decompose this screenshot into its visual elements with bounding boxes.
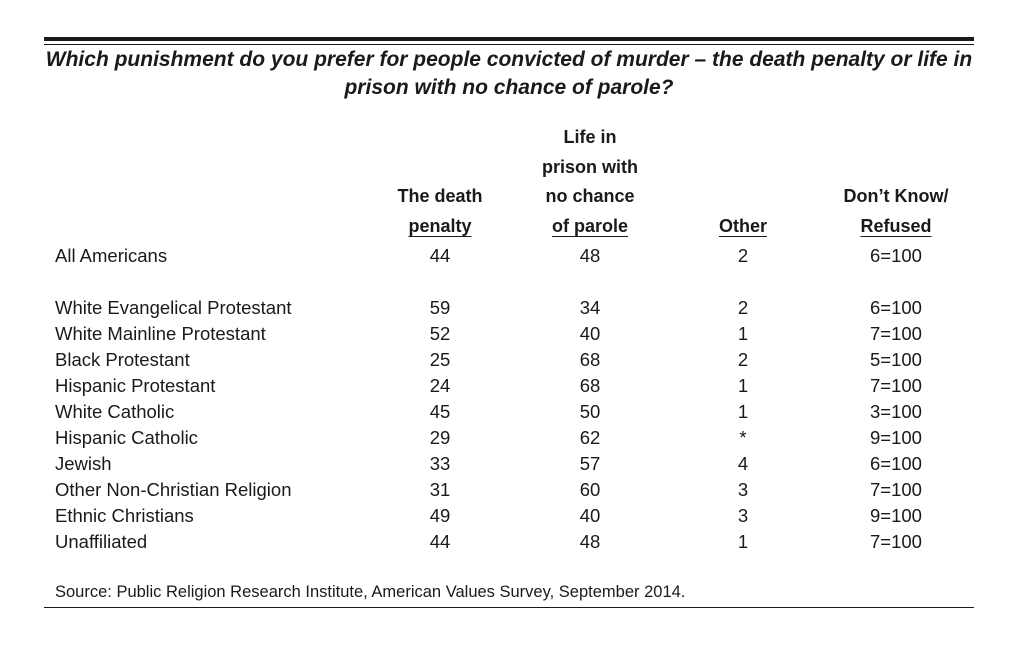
row-label: Hispanic Protestant — [55, 375, 216, 396]
cell-value: 1 — [737, 375, 749, 396]
cell-value: 6=100 — [870, 297, 922, 318]
top-rule-thick — [44, 37, 974, 41]
row-label: All Americans — [55, 245, 168, 266]
cell-value: 2 — [737, 297, 749, 318]
table-row: White Catholic 45 50 1 3=100 — [0, 399, 1024, 425]
cell-value: 29 — [429, 427, 451, 448]
table-title: Which punishment do you prefer for peopl… — [45, 48, 973, 99]
cell-value: 25 — [429, 349, 451, 370]
column-header-line: Refused — [816, 212, 976, 242]
cell-value: 6=100 — [870, 245, 922, 266]
column-header-2: Life in prison with no chance of parole — [515, 123, 665, 241]
cell-value: 50 — [579, 401, 601, 422]
cell-value: 45 — [429, 401, 451, 422]
table-row: Jewish 33 57 4 6=100 — [0, 451, 1024, 477]
top-rule-thin — [44, 44, 974, 45]
cell-value: 7=100 — [870, 531, 922, 552]
column-header-underlined: Other — [718, 215, 767, 236]
cell-value: 6=100 — [870, 453, 922, 474]
cell-value: 3 — [737, 505, 749, 526]
column-header-1: The death penalty — [360, 182, 520, 241]
cell-value: 5=100 — [870, 349, 922, 370]
cell-value: 62 — [579, 427, 601, 448]
source-note: Source: Public Religion Research Institu… — [55, 583, 686, 601]
cell-value: 24 — [429, 375, 451, 396]
table-row: Black Protestant 25 68 2 5=100 — [0, 347, 1024, 373]
column-header-line: The death — [397, 186, 483, 206]
cell-value: 3 — [737, 479, 749, 500]
cell-value: 9=100 — [870, 505, 922, 526]
column-header-underlined: Refused — [860, 215, 932, 236]
column-header-line: Don’t Know/ — [843, 186, 949, 206]
column-header-line: of parole — [515, 212, 665, 242]
row-label: Hispanic Catholic — [55, 427, 198, 448]
table-row: White Evangelical Protestant 59 34 2 6=100 — [0, 295, 1024, 321]
column-header-3: Other — [683, 212, 803, 242]
cell-value: 68 — [579, 349, 601, 370]
cell-value: 1 — [737, 323, 749, 344]
bottom-rule — [44, 607, 974, 608]
cell-value: 9=100 — [870, 427, 922, 448]
cell-value: 1 — [737, 401, 749, 422]
cell-value: 31 — [429, 479, 451, 500]
row-label: White Evangelical Protestant — [55, 297, 292, 318]
column-header-line: Life in — [563, 127, 617, 147]
table-row: Unaffiliated 44 48 1 7=100 — [0, 529, 1024, 555]
cell-value: 44 — [429, 245, 451, 266]
row-label: Ethnic Christians — [55, 505, 194, 526]
column-header-line: Other — [683, 212, 803, 242]
cell-value: 34 — [579, 297, 601, 318]
column-header-line: prison with — [542, 156, 638, 177]
cell-value: 60 — [579, 479, 601, 500]
cell-value: 48 — [579, 245, 601, 266]
cell-value: 33 — [429, 453, 451, 474]
cell-value: 3=100 — [870, 401, 922, 422]
row-label: Other Non-Christian Religion — [55, 479, 292, 500]
column-header-underlined: penalty — [408, 215, 472, 236]
column-header-underlined: of parole — [551, 215, 628, 236]
table-row: Hispanic Catholic 29 62 * 9=100 — [0, 425, 1024, 451]
table-row: Other Non-Christian Religion 31 60 3 7=100 — [0, 477, 1024, 503]
cell-value: 7=100 — [870, 479, 922, 500]
cell-value: 4 — [737, 453, 749, 474]
row-label: White Mainline Protestant — [55, 323, 266, 344]
row-label: Black Protestant — [55, 349, 190, 370]
column-header-4: Don’t Know/Refused — [816, 182, 976, 241]
column-header-line: no chance — [545, 186, 635, 206]
table-row: White Mainline Protestant 52 40 1 7=100 — [0, 321, 1024, 347]
cell-value: 68 — [579, 375, 601, 396]
cell-value: 57 — [579, 453, 601, 474]
row-label: Unaffiliated — [55, 531, 148, 552]
cell-value: 48 — [579, 531, 601, 552]
cell-value: 2 — [737, 245, 749, 266]
cell-value: 44 — [429, 531, 451, 552]
table-row: Ethnic Christians 49 40 3 9=100 — [0, 503, 1024, 529]
column-header-line: penalty — [360, 212, 520, 242]
cell-value: 40 — [579, 505, 601, 526]
cell-value: 59 — [429, 297, 451, 318]
cell-value: 52 — [429, 323, 451, 344]
row-label: White Catholic — [55, 401, 175, 422]
table-row: All Americans 44 48 2 6=100 — [0, 243, 1024, 269]
cell-value: 7=100 — [870, 323, 922, 344]
cell-value: 1 — [737, 531, 749, 552]
cell-value: 7=100 — [870, 375, 922, 396]
cell-value: 49 — [429, 505, 451, 526]
cell-value: 2 — [737, 349, 749, 370]
cell-value: * — [739, 427, 747, 448]
table-row: Hispanic Protestant 24 68 1 7=100 — [0, 373, 1024, 399]
row-label: Jewish — [55, 453, 112, 474]
cell-value: 40 — [579, 323, 601, 344]
